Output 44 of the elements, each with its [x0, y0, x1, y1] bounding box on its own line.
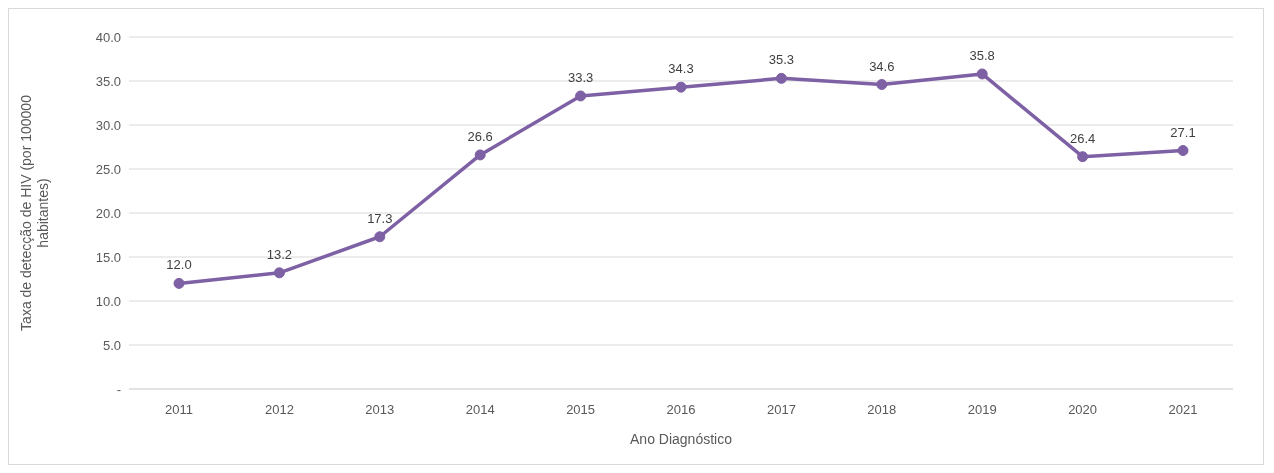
data-label: 35.8	[969, 47, 995, 63]
data-label: 26.4	[1069, 130, 1096, 146]
point	[374, 231, 386, 243]
point	[1177, 145, 1189, 157]
x-tick-label: 2020	[1068, 402, 1098, 418]
point	[474, 149, 486, 161]
y-tick-label: 10.0	[95, 293, 121, 309]
point	[173, 277, 185, 289]
data-label: 33.3	[567, 69, 594, 85]
data-label: 17.3	[367, 210, 393, 226]
data-label: 27.1	[1170, 124, 1196, 140]
data-label: 12.0	[166, 257, 192, 273]
y-axis-title: Taxa de detecção de HIV (por 100000 habitantes)	[18, 94, 51, 331]
x-tick-label: 2013	[365, 402, 395, 418]
x-tick-label: 2016	[666, 402, 696, 418]
x-tick-label: 2017	[766, 402, 796, 418]
x-tick-label: 2011	[165, 402, 193, 418]
data-label: 34.3	[668, 61, 694, 77]
data-label: 26.6	[467, 128, 493, 144]
point	[273, 267, 285, 279]
point	[1077, 151, 1089, 163]
point	[675, 81, 687, 93]
y-tick-label: 30.0	[95, 117, 121, 133]
y-tick-label: 5.0	[102, 337, 121, 353]
y-tick-label: 35.0	[95, 73, 121, 89]
x-axis-title: Ano Diagnóstico	[630, 431, 733, 447]
data-label: 34.6	[869, 58, 895, 74]
data-label: 35.3	[768, 52, 795, 68]
x-tick-label: 2018	[867, 402, 897, 418]
x-tick-label: 2012	[264, 402, 294, 418]
data-label: 13.2	[266, 246, 293, 262]
point	[575, 90, 587, 102]
y-tick-label: 25.0	[95, 161, 121, 177]
y-tick-label: 15.0	[95, 249, 121, 265]
point	[876, 79, 888, 91]
x-tick-label: 2019	[967, 402, 997, 418]
y-tick-label: -	[116, 381, 121, 397]
y-tick-label: 20.0	[95, 205, 121, 221]
y-tick-label: 40.0	[95, 29, 121, 45]
point	[775, 72, 787, 84]
x-tick-label: 2015	[566, 402, 596, 418]
x-tick-label: 2014	[465, 402, 495, 418]
point	[976, 68, 988, 80]
x-tick-label: 2021	[1168, 402, 1198, 418]
